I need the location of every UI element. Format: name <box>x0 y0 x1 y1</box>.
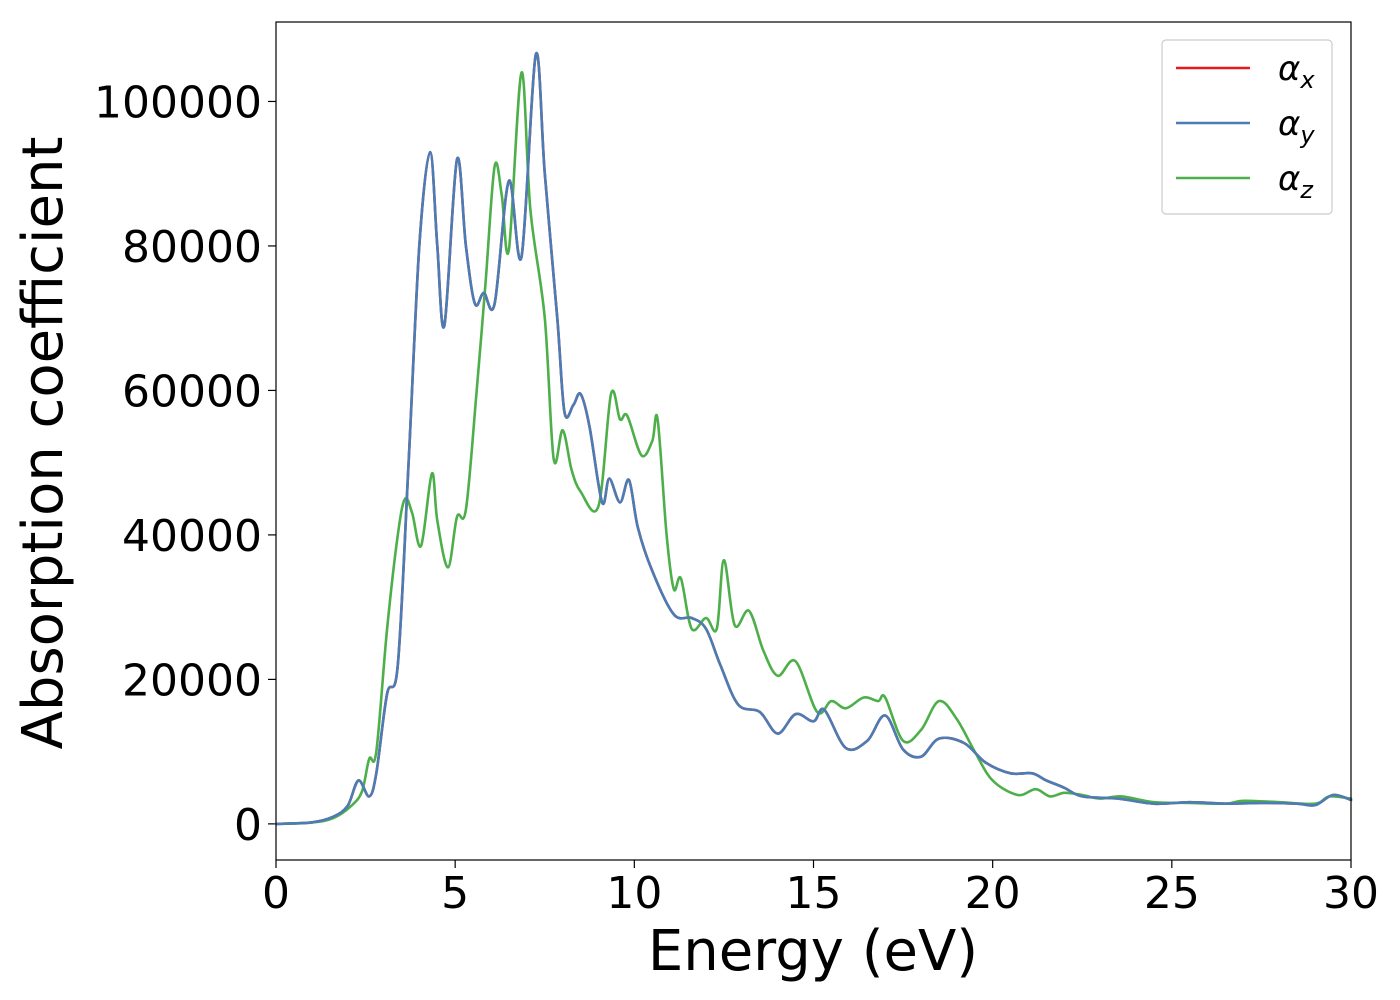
y-axis-ticks: 0 20000 40000 60000 80000 100000 <box>94 77 276 851</box>
x-tick-label: 0 <box>262 868 290 919</box>
legend-box <box>1161 39 1333 215</box>
series-line-y <box>274 51 1353 826</box>
plot-frame <box>275 21 1352 861</box>
series-lines <box>274 51 1353 826</box>
y-tick-label: 80000 <box>122 222 262 273</box>
x-axis-label: Energy (eV) <box>648 919 978 984</box>
legend-label-z: αz <box>1278 159 1314 204</box>
y-tick-label: 100000 <box>94 77 262 128</box>
legend-label-y: αy <box>1278 104 1315 149</box>
x-tick-label: 15 <box>786 868 842 919</box>
x-tick-label: 25 <box>1144 868 1200 919</box>
x-tick-label: 30 <box>1323 868 1379 919</box>
x-tick-label: 5 <box>441 868 469 919</box>
y-tick-label: 40000 <box>122 511 262 562</box>
legend: αx αy αz <box>1161 39 1333 215</box>
x-tick-label: 20 <box>965 868 1021 919</box>
x-axis-ticks: 0 5 10 15 20 25 30 <box>262 860 1379 919</box>
y-tick-label: 0 <box>234 800 262 851</box>
y-tick-label: 20000 <box>122 655 262 706</box>
series-line-z <box>274 71 1353 826</box>
legend-label-x: αx <box>1278 49 1315 94</box>
y-axis-label: Absorption coefficient <box>11 137 76 750</box>
x-tick-label: 10 <box>606 868 662 919</box>
y-tick-label: 60000 <box>122 366 262 417</box>
